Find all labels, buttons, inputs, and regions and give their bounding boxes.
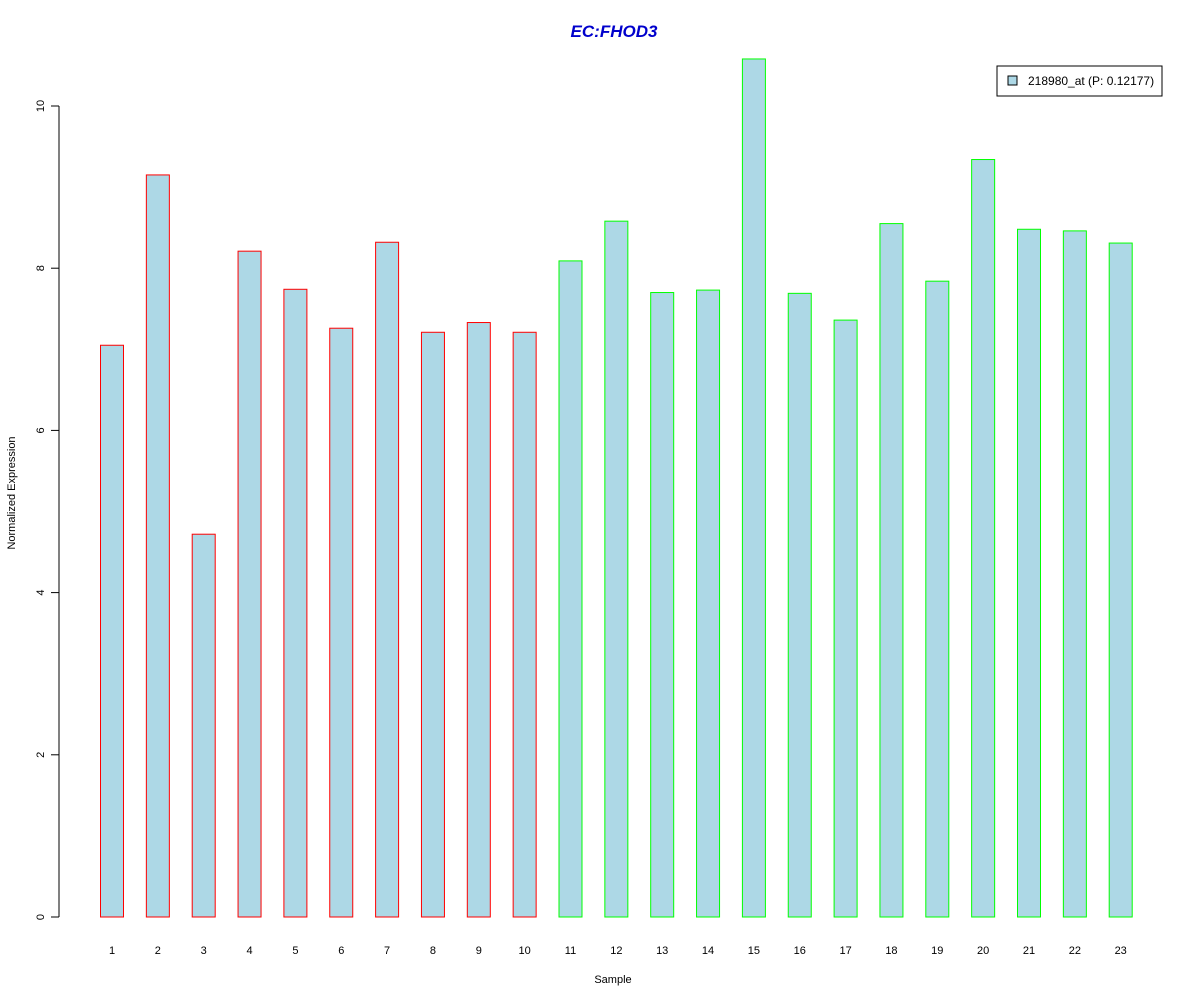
y-ticks: 0 2 4 6 8 10 <box>35 100 59 920</box>
x-tick-label: 16 <box>794 945 806 957</box>
x-tick-label: 23 <box>1115 945 1127 957</box>
bar <box>741 58 766 918</box>
y-tick-label: 2 <box>35 752 47 758</box>
x-tick-label: 13 <box>656 945 668 957</box>
x-tick-label: 1 <box>109 945 115 957</box>
bar <box>558 260 583 918</box>
bars <box>100 58 1133 918</box>
bar <box>833 319 858 918</box>
x-tick-label: 17 <box>839 945 851 957</box>
bar <box>1062 230 1087 918</box>
y-tick-label: 6 <box>35 427 47 433</box>
x-tick-label: 19 <box>931 945 943 957</box>
bar <box>879 223 904 918</box>
y-tick-label: 10 <box>35 100 47 112</box>
x-tick-label: 9 <box>476 945 482 957</box>
bar <box>420 331 445 918</box>
y-axis-label: Normalized Expression <box>6 436 18 549</box>
bar <box>191 533 216 918</box>
bar <box>145 174 170 918</box>
x-tick-label: 12 <box>610 945 622 957</box>
bar <box>375 241 400 918</box>
x-tick-label: 14 <box>702 945 714 957</box>
y-axis: 0 2 4 6 8 10 <box>35 100 60 920</box>
bar <box>696 289 721 918</box>
x-tick-label: 21 <box>1023 945 1035 957</box>
x-tick-label: 8 <box>430 945 436 957</box>
x-axis-label: Sample <box>594 974 631 986</box>
y-tick-label: 0 <box>35 914 47 920</box>
x-tick-labels: 1 2 3 4 5 6 7 8 9 10 11 12 13 14 15 16 17 18 19 20 21 22 23 <box>109 945 1127 957</box>
legend-swatch <box>1007 75 1018 86</box>
bar <box>925 280 950 918</box>
x-tick-label: 7 <box>384 945 390 957</box>
bar <box>787 292 812 918</box>
x-tick-label: 5 <box>292 945 298 957</box>
bar <box>512 331 537 918</box>
x-tick-label: 15 <box>748 945 760 957</box>
bar <box>100 344 124 918</box>
bar <box>604 220 629 918</box>
bar <box>237 250 262 918</box>
x-tick-label: 4 <box>246 945 252 957</box>
x-tick-label: 20 <box>977 945 989 957</box>
legend: 218980_at (P: 0.12177) <box>996 65 1163 97</box>
bar <box>971 159 996 918</box>
x-tick-label: 2 <box>155 945 161 957</box>
x-tick-label: 10 <box>519 945 531 957</box>
bar <box>1108 242 1133 918</box>
x-tick-label: 6 <box>338 945 344 957</box>
x-tick-label: 18 <box>885 945 897 957</box>
x-tick-label: 11 <box>565 945 576 957</box>
bar <box>650 292 675 918</box>
bar <box>283 288 308 918</box>
bar <box>466 322 491 918</box>
y-tick-label: 8 <box>35 265 47 271</box>
bar <box>329 327 354 918</box>
legend-entry-label: 218980_at (P: 0.12177) <box>1028 74 1154 88</box>
y-tick-label: 4 <box>35 590 47 596</box>
chart-title: EC:FHOD3 <box>571 22 658 41</box>
legend-box <box>996 65 1163 97</box>
bar <box>1017 228 1041 918</box>
x-tick-label: 22 <box>1069 945 1081 957</box>
x-tick-label: 3 <box>201 945 207 957</box>
